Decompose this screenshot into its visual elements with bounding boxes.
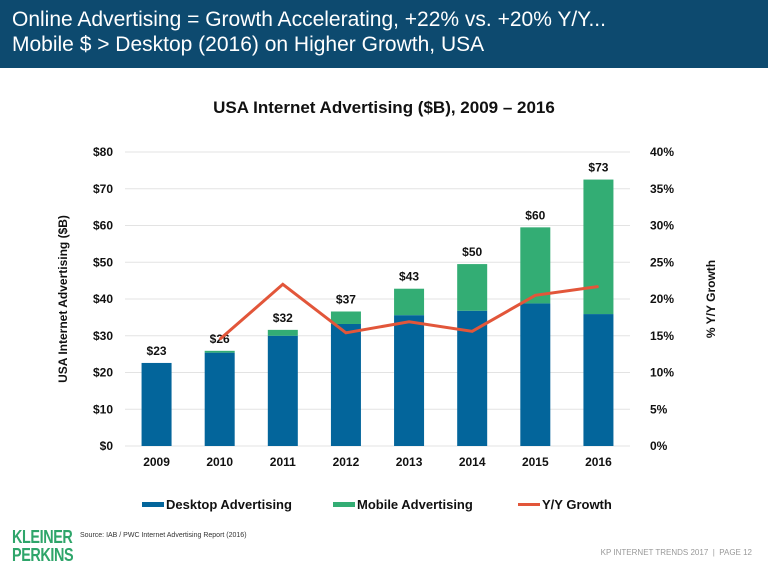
y-axis-label: USA Internet Advertising ($B) [56,215,70,383]
y-tick-label: $70 [93,182,113,196]
logo-line-2: PERKINS [12,545,74,565]
x-tick-label: 2011 [270,455,296,469]
total-data-label: $73 [588,161,608,175]
y-tick-label: $30 [93,329,113,343]
legend-swatch-desktop [142,502,164,507]
y2-tick-label: 0% [650,439,668,453]
x-tick-label: 2012 [333,455,360,469]
y-tick-label: $20 [93,366,113,380]
y2-tick-label: 5% [650,402,668,416]
slide-header: Online Advertising = Growth Accelerating… [0,0,768,68]
bar-desktop [457,310,488,446]
bar-desktop [394,315,425,446]
y2-tick-label: 30% [650,219,674,233]
x-tick-label: 2009 [143,455,170,469]
bar-desktop [330,323,361,446]
growth-point [282,283,284,285]
kleiner-perkins-logo: KLEINER PERKINS [12,527,74,565]
total-data-label: $32 [273,311,293,325]
bar-desktop [520,303,551,446]
legend-mobile: Mobile Advertising [333,497,473,512]
growth-point [534,294,536,296]
growth-point [471,330,473,332]
y-tick-label: $10 [93,402,113,416]
bar-mobile [520,227,551,304]
growth-point [345,332,347,334]
page-footer: KP INTERNET TRENDS 2017 | PAGE 12 [600,548,752,557]
total-data-label: $37 [336,292,356,306]
legend-desktop: Desktop Advertising [142,497,292,512]
bar-desktop [204,352,235,446]
legend-label: Y/Y Growth [542,497,612,512]
y2-tick-label: 35% [650,182,674,196]
x-tick-label: 2015 [522,455,549,469]
chart-title: USA Internet Advertising ($B), 2009 – 20… [213,98,555,117]
growth-point [408,321,410,323]
legend-swatch-mobile [333,502,355,507]
bar-desktop [141,362,172,446]
legend-swatch-growth [518,503,540,506]
legend-label: Mobile Advertising [357,497,473,512]
bar-mobile [394,288,425,316]
y-tick-label: $40 [93,292,113,306]
legend-growth: Y/Y Growth [518,497,612,512]
y-tick-label: $60 [93,219,113,233]
bar-desktop [583,314,614,446]
bar-mobile [583,179,614,315]
y2-tick-label: 40% [650,145,674,159]
total-data-label: $50 [462,245,482,259]
x-tick-label: 2016 [585,455,612,469]
header-line-2: Mobile $ > Desktop (2016) on Higher Grow… [12,33,485,56]
logo-line-1: KLEINER [12,527,73,547]
bar-mobile [457,264,488,311]
y2-tick-label: 10% [650,366,674,380]
growth-point [597,286,599,288]
bar-mobile [204,350,235,353]
header-line-1: Online Advertising = Growth Accelerating… [12,8,606,31]
total-data-label: $43 [399,270,419,284]
growth-point [219,338,221,340]
bar-mobile [330,311,361,324]
y2-tick-label: 25% [650,255,674,269]
source-note: Source: IAB / PWC Internet Advertising R… [80,532,247,539]
y2-tick-label: 15% [650,329,674,343]
total-data-label: $60 [525,208,545,222]
legend-label: Desktop Advertising [166,497,292,512]
x-tick-label: 2010 [206,455,233,469]
y-tick-label: $0 [100,439,114,453]
y2-axis-label: % Y/Y Growth [704,260,718,338]
y-tick-label: $80 [93,145,113,159]
x-tick-label: 2013 [396,455,423,469]
bar-mobile [267,329,298,336]
y-tick-label: $50 [93,255,113,269]
bar-desktop [267,335,298,446]
y2-tick-label: 20% [650,292,674,306]
total-data-label: $23 [147,344,167,358]
x-tick-label: 2014 [459,455,486,469]
